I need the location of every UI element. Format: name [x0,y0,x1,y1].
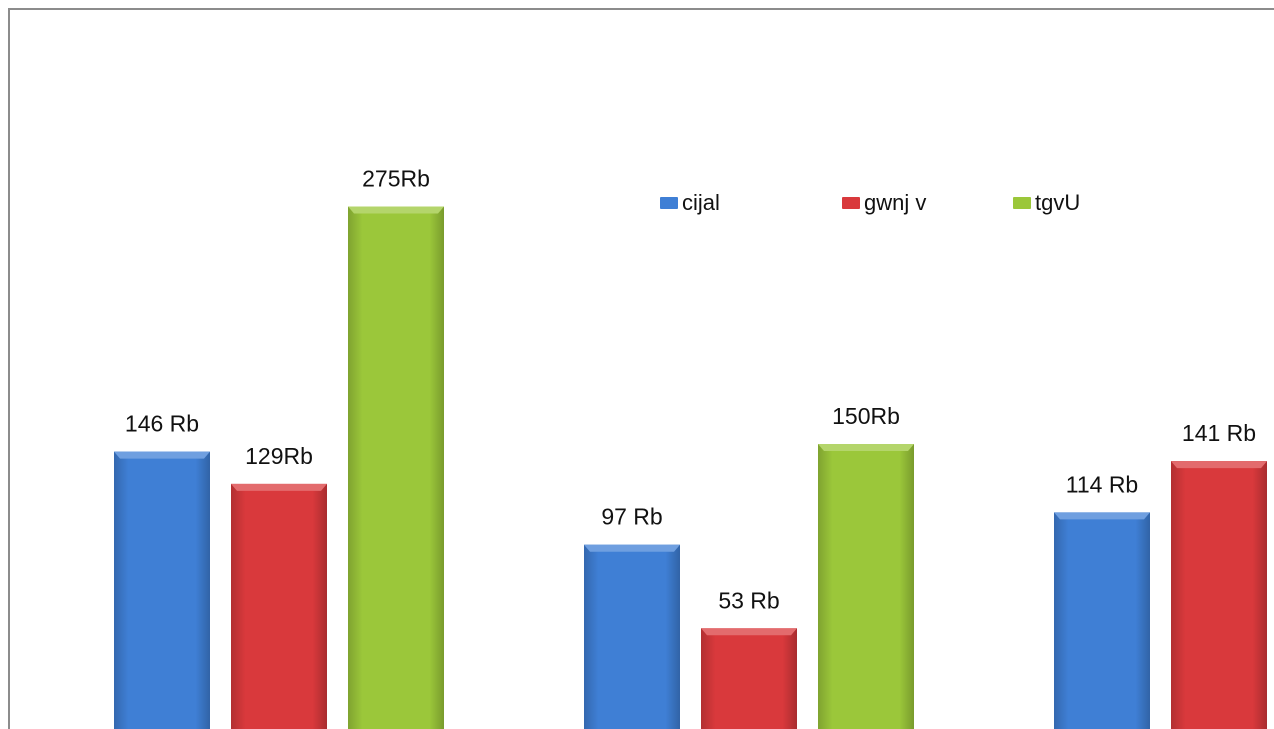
legend-item-series-2: gwnj v [842,188,926,218]
bar-1-3 [1054,512,1150,729]
bar-cap-1-1 [114,452,210,459]
bar-group-s2-c3: 141 Rb [1171,420,1267,729]
data-label-3-1: 275Rb [362,166,430,192]
bar-group-s1-c2: 97 Rb [584,504,680,729]
bar-3-1 [348,207,444,729]
bar-cap-2-1 [231,484,327,491]
legend-label-series-2: gwnj v [864,190,926,216]
bar-cap-2-2 [701,628,797,635]
legend-swatch-series-3 [1013,197,1031,209]
legend-item-series-1: cijal [660,188,720,218]
bar-group-s2-c1: 129Rb [231,443,327,729]
legend-item-series-3: tgvU [1013,188,1080,218]
bar-1-1 [114,452,210,729]
bar-1-2 [584,545,680,729]
bar-group-s1-c1: 146 Rb [114,411,210,729]
bar-2-1 [231,484,327,729]
chart-legend: cijal gwnj v tgvU [660,188,1120,218]
bar-2-3 [1171,461,1267,729]
bar-2-2 [701,628,797,729]
legend-label-series-3: tgvU [1035,190,1080,216]
bar-3-2 [818,444,914,729]
bar-group-s3-c2: 150Rb [818,403,914,729]
bar-group-s2-c2: 53 Rb [701,587,797,729]
bar-cap-1-2 [584,545,680,552]
legend-label-series-1: cijal [682,190,720,216]
data-label-1-1: 146 Rb [125,411,199,437]
data-label-1-2: 97 Rb [601,504,662,530]
data-label-2-3: 141 Rb [1182,420,1256,446]
bar-cap-1-3 [1054,512,1150,519]
bar-cap-3-2 [818,444,914,451]
legend-swatch-series-1 [660,197,678,209]
bar-cap-2-3 [1171,461,1267,468]
data-label-3-2: 150Rb [832,403,900,429]
legend-swatch-series-2 [842,197,860,209]
data-label-1-3: 114 Rb [1066,471,1138,497]
data-label-2-1: 129Rb [245,443,313,469]
bar-group-s1-c3: 114 Rb [1054,471,1150,729]
data-label-2-2: 53 Rb [718,587,779,613]
bar-group-s3-c1: 275Rb [348,166,444,729]
bar-cap-3-1 [348,207,444,214]
